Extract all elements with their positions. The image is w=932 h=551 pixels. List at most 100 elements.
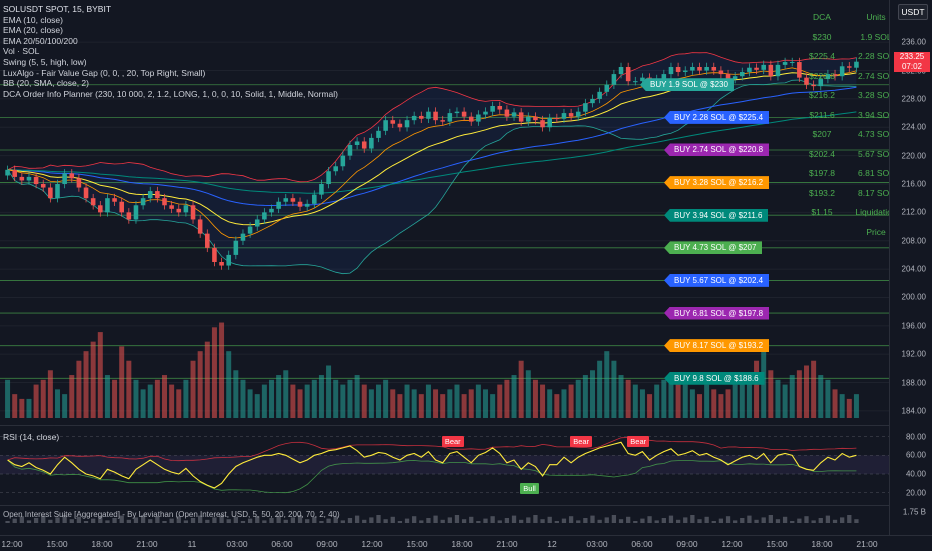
volume-bar <box>183 379 189 418</box>
volume-bar <box>197 351 203 418</box>
dca-order-tag[interactable]: BUY 2.28 SOL @ $225.4 <box>664 110 770 124</box>
dca-order-tag[interactable]: BUY 6.81 SOL @ $197.8 <box>664 306 770 320</box>
symbol-title[interactable]: SOLUSDT SPOT, 15, BYBIT <box>3 4 112 14</box>
price-axis[interactable]: 236.00232.00228.00224.00220.00216.00212.… <box>889 0 932 535</box>
time-tick: 03:00 <box>226 539 248 549</box>
legend-volume[interactable]: Vol · SOL <box>3 46 40 57</box>
legend-fvg[interactable]: LuxAlgo - Fair Value Gap (0, 0, , 20, To… <box>3 67 206 78</box>
oi-bar <box>733 520 738 523</box>
dca-order-tag[interactable]: BUY 5.67 SOL @ $202.4 <box>664 273 770 287</box>
candle-body <box>490 106 495 112</box>
last-price-value: 233.25 <box>899 52 925 61</box>
dca-table-row: $220.8 2.74 SOL <box>796 67 904 87</box>
dca-units: Liquidation Price <box>855 207 897 237</box>
oi-bar <box>782 516 788 523</box>
ema50-line <box>7 86 857 207</box>
dca-table-row: $216.2 3.28 SOL <box>796 86 904 106</box>
volume-bar <box>618 375 624 418</box>
oi-bar <box>576 520 581 523</box>
legend-ema20[interactable]: EMA (20, close) <box>3 25 63 36</box>
oi-bar <box>383 519 388 523</box>
dca-order-tag[interactable]: BUY 4.73 SOL @ $207 <box>664 241 763 255</box>
time-tick: 09:00 <box>676 539 698 549</box>
candle-body <box>747 67 752 72</box>
oi-bar <box>62 515 67 523</box>
price-tick: 212.00 <box>901 207 926 217</box>
oi-bar <box>255 516 260 523</box>
candle-body <box>76 178 82 188</box>
volume-bar <box>483 389 488 418</box>
candle-body <box>690 67 695 71</box>
volume-bar <box>540 384 546 418</box>
legend-swing[interactable]: Swing (5, 5, high, low) <box>3 56 87 67</box>
volume-bar <box>811 360 817 418</box>
volume-bar <box>561 389 567 418</box>
oi-bar <box>469 516 474 523</box>
candle-body <box>604 84 610 92</box>
candle-body <box>561 113 567 119</box>
candle-body <box>219 262 224 266</box>
legend-ema10[interactable]: EMA (10, close) <box>3 14 63 25</box>
dca-units: 2.74 SOL <box>858 70 894 81</box>
dca-order-tag[interactable]: BUY 3.28 SOL @ $216.2 <box>664 176 770 190</box>
candle-body <box>668 67 674 75</box>
volume-bar <box>554 394 560 418</box>
oi-bar <box>169 518 174 523</box>
oi-bar <box>340 520 345 523</box>
time-tick: 12:00 <box>721 539 743 549</box>
pane-separator-oi[interactable] <box>0 505 890 506</box>
volume-bar <box>782 384 788 418</box>
dca-order-tag[interactable]: BUY 1.9 SOL @ $230 <box>640 78 734 92</box>
legend-dca[interactable]: DCA Order Info Planner (230, 10 000, 2, … <box>3 88 338 99</box>
volume-bar <box>219 322 225 418</box>
dca-header-units: Units <box>866 12 886 22</box>
price-tick: 188.00 <box>901 378 926 388</box>
candle-body <box>326 171 331 184</box>
legend-ema-ribbon[interactable]: EMA 20/50/100/200 <box>3 35 78 46</box>
oi-bar <box>155 516 160 523</box>
pane-separator-rsi[interactable] <box>0 425 890 426</box>
volume-bar <box>162 375 167 418</box>
oi-bar <box>226 519 231 523</box>
candle-body <box>761 64 766 70</box>
candle-body <box>33 176 39 184</box>
candle-body <box>440 120 445 122</box>
dca-order-tag[interactable]: BUY 2.74 SOL @ $220.8 <box>664 143 770 157</box>
oi-bar <box>262 520 267 523</box>
oi-bar <box>55 517 60 523</box>
price-tick: 200.00 <box>901 292 926 302</box>
dca-order-tag[interactable]: BUY 3.94 SOL @ $211.6 <box>664 208 769 222</box>
volume-bar <box>789 375 795 418</box>
dca-order-tag[interactable]: BUY 9.8 SOL @ $188.6 <box>664 371 765 385</box>
oi-bar <box>404 518 410 523</box>
volume-bar <box>404 384 410 418</box>
time-axis[interactable]: 12:00 15:00 18:00 21:00 11 03:00 06:00 09:00 12:… <box>0 535 932 551</box>
volume-bar <box>126 360 132 418</box>
volume-bar <box>497 384 503 418</box>
volume-bar <box>475 384 481 418</box>
oi-bar <box>761 517 766 523</box>
candle-body <box>782 62 788 65</box>
dca-order-tag[interactable]: BUY 8.17 SOL @ $193.2 <box>664 339 770 353</box>
oi-bar <box>440 519 445 523</box>
bb-lower-line <box>7 79 857 275</box>
oi-bar <box>326 518 331 523</box>
rsi-label[interactable]: RSI (14, close) <box>3 432 60 442</box>
open-interest-label[interactable]: Open Interest Suite [Aggregated] - By Le… <box>3 510 340 519</box>
candle-body <box>262 212 267 220</box>
dca-price: $1.15 <box>811 207 833 217</box>
dca-table-row: $193.2 8.17 SOL <box>796 184 904 204</box>
candle-body <box>554 118 560 120</box>
candle-body <box>112 198 117 202</box>
oi-bar <box>190 518 196 523</box>
candle-body <box>461 111 467 117</box>
time-tick: 21:00 <box>136 539 158 549</box>
oi-bar <box>112 518 117 523</box>
volume-bar <box>104 375 110 418</box>
candle-body <box>854 61 859 68</box>
candle-body <box>133 205 139 220</box>
volume-bar <box>119 346 125 418</box>
currency-button[interactable]: USDT <box>898 4 928 20</box>
volume-bar <box>839 394 845 418</box>
legend-bb[interactable]: BB (20, SMA, close, 2) <box>3 78 89 89</box>
